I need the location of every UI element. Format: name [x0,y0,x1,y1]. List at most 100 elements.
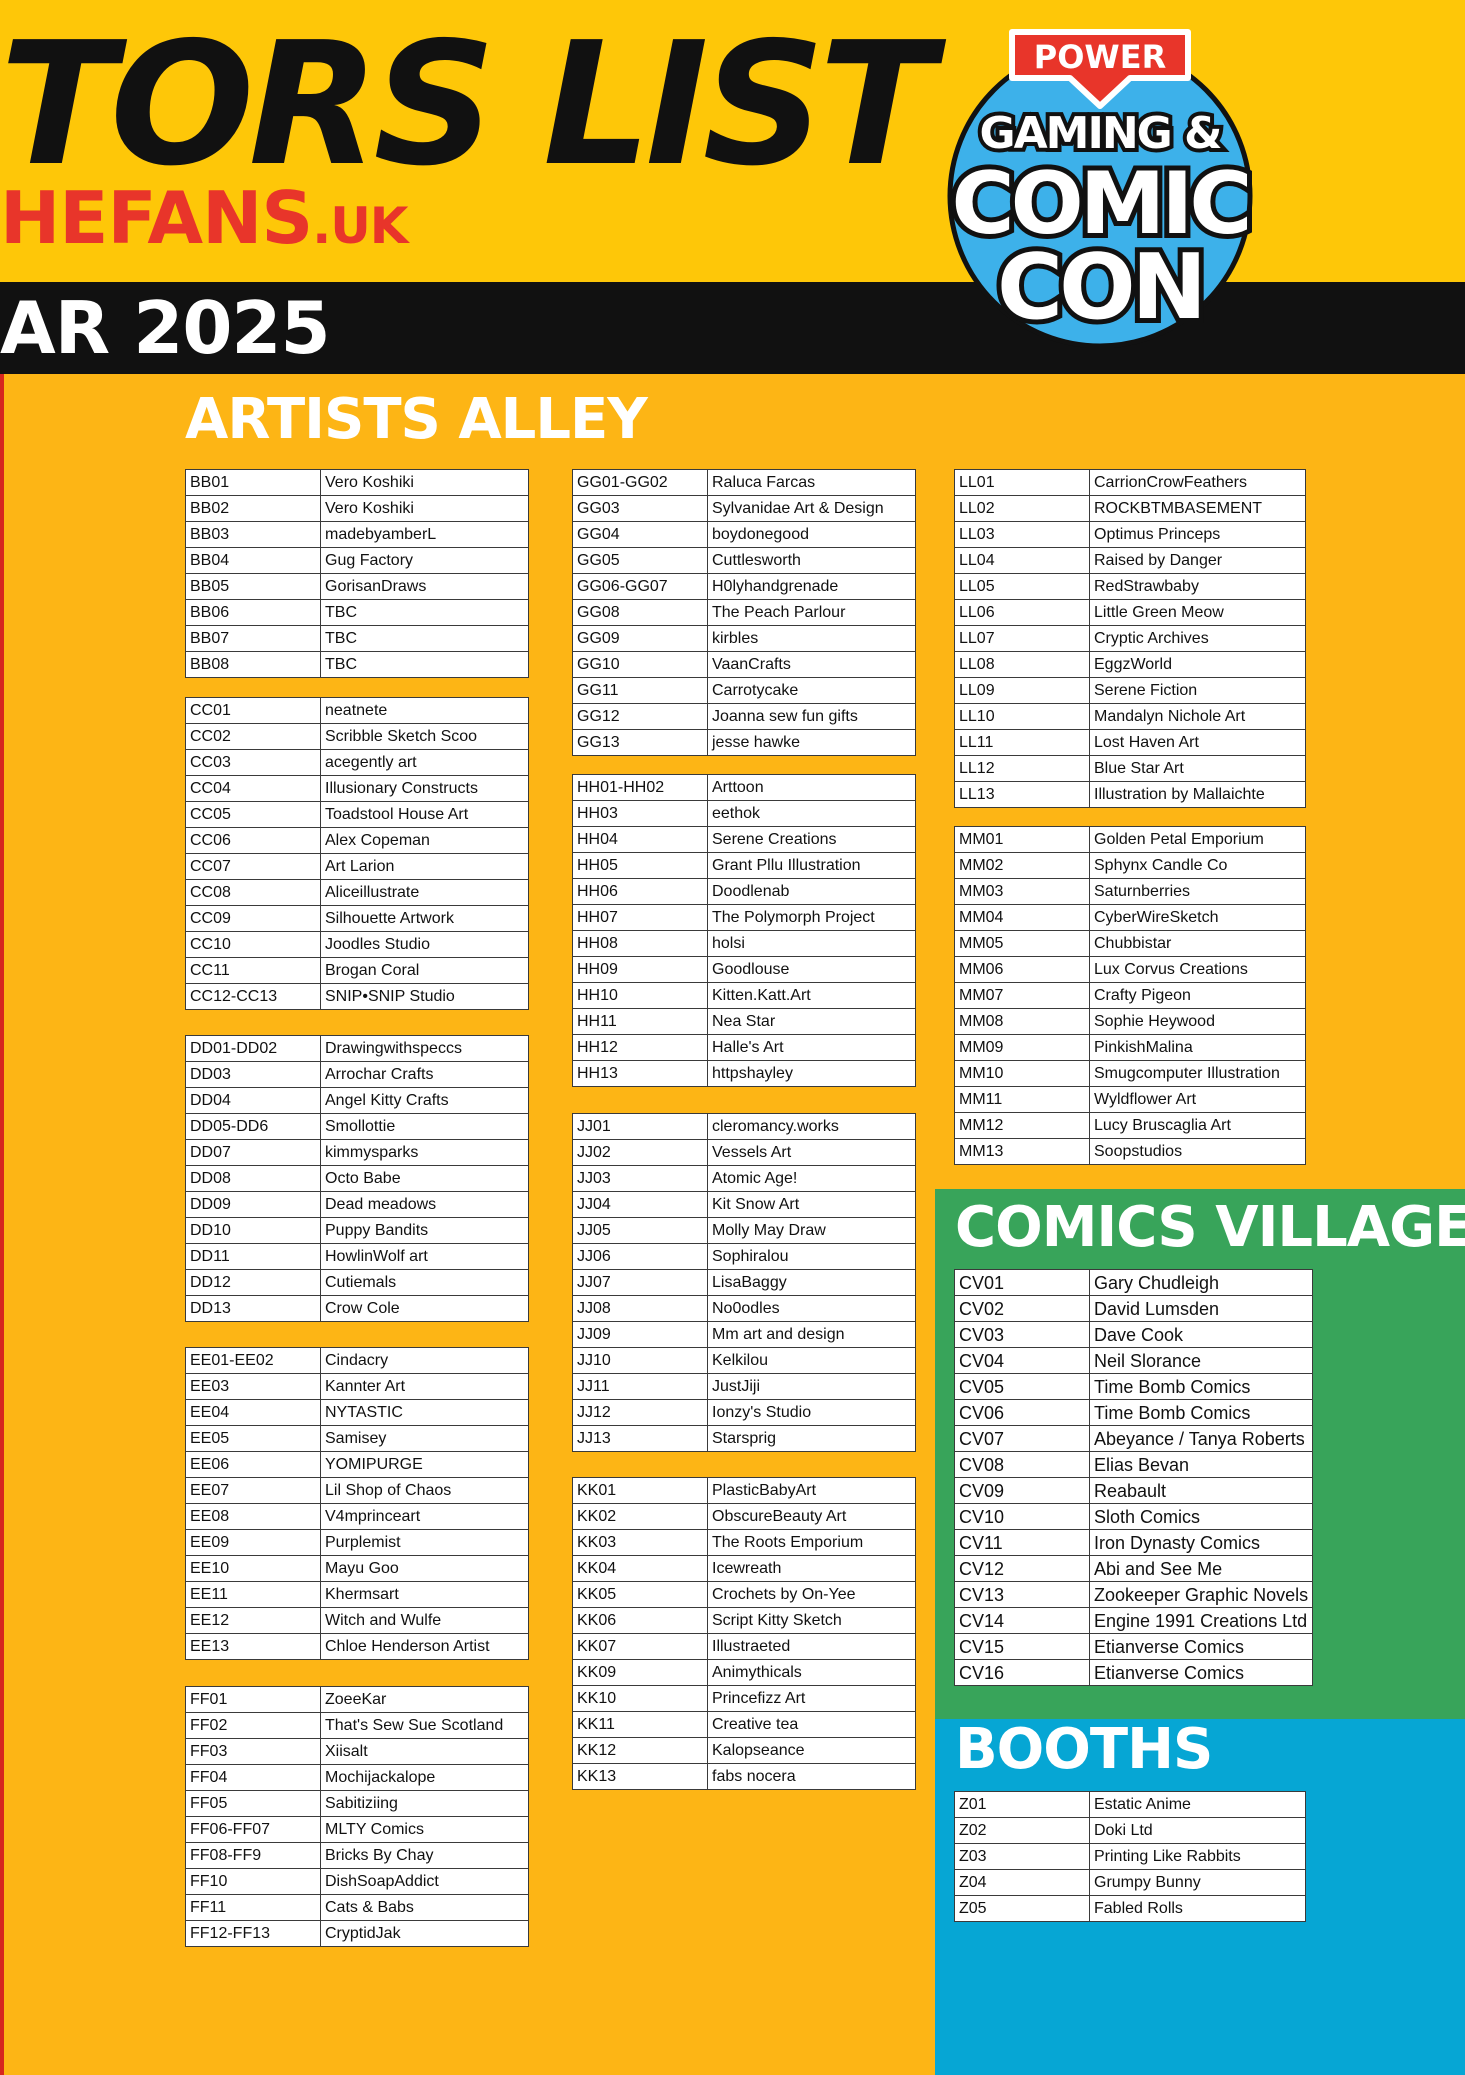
table-row: JJ03 Atomic Age! [572,1165,916,1192]
table-row: DD11 HowlinWolf art [185,1243,529,1270]
exhibitor-name: Engine 1991 Creations Ltd [1088,1607,1314,1634]
exhibitor-name: LisaBaggy [707,1269,916,1296]
exhibitor-name: Mm art and design [707,1321,916,1348]
table-row: HH13 httpshayley [572,1060,916,1087]
exhibitor-name: Serene Fiction [1089,677,1306,704]
exhibitor-name: Atomic Age! [707,1165,916,1192]
exhibitor-name: Toadstool House Art [320,801,529,828]
stand-code: LL06 [954,599,1090,626]
stand-code: FF01 [185,1686,321,1713]
date-strip: AR 2025 [0,282,1465,374]
stand-code: EE11 [185,1581,321,1608]
exhibitor-name: Crochets by On-Yee [707,1581,916,1608]
exhibitor-name: ObscureBeauty Art [707,1503,916,1530]
exhibitor-name: Xiisalt [320,1738,529,1765]
exhibitor-name: boydonegood [707,521,916,548]
stand-code: EE06 [185,1451,321,1478]
exhibitor-name: Grumpy Bunny [1089,1869,1306,1896]
table-row: LL13 Illustration by Mallaichte [954,781,1306,808]
stand-code: BB02 [185,495,321,522]
exhibitor-name: NYTASTIC [320,1399,529,1426]
table-row: HH04 Serene Creations [572,826,916,853]
table-row: CC08 Aliceillustrate [185,879,529,906]
table-row: KK13 fabs nocera [572,1763,916,1790]
stand-code: DD04 [185,1087,321,1114]
table-row: GG10 VaanCrafts [572,651,916,678]
stand-code: LL11 [954,729,1090,756]
stand-code: HH12 [572,1034,708,1061]
exhibitor-name: Arrochar Crafts [320,1061,529,1088]
stand-code: CV12 [954,1555,1090,1582]
stand-code: KK07 [572,1633,708,1660]
table-row: FF03 Xiisalt [185,1738,529,1765]
stand-code: KK01 [572,1477,708,1504]
stand-code: BB04 [185,547,321,574]
stand-code: Z02 [954,1817,1090,1844]
table-row: MM08 Sophie Heywood [954,1008,1306,1035]
stand-code: HH06 [572,878,708,905]
stand-code: GG06-GG07 [572,573,708,600]
stand-code: DD13 [185,1295,321,1322]
table-row: BB08 TBC [185,651,529,678]
exhibitor-name: Time Bomb Comics [1088,1399,1314,1426]
table-row: BB07 TBC [185,625,529,652]
artists-table-ff: FF01 ZoeeKar FF02 That's Sew Sue Scotland FF… [185,1686,529,1947]
table-row: DD10 Puppy Bandits [185,1217,529,1244]
stand-code: MM05 [954,930,1090,957]
table-row: CV14 Engine 1991 Creations Ltd [954,1607,1314,1634]
stand-code: LL01 [954,469,1090,496]
table-row: EE06 YOMIPURGE [185,1451,529,1478]
exhibitor-name: Sophie Heywood [1089,1008,1306,1035]
table-row: FF02 That's Sew Sue Scotland [185,1712,529,1739]
table-row: LL05 RedStrawbaby [954,573,1306,600]
exhibitor-name: TBC [320,651,529,678]
stand-code: Z01 [954,1791,1090,1818]
exhibitor-name: GorisanDraws [320,573,529,600]
stand-code: LL07 [954,625,1090,652]
table-row: MM04 CyberWireSketch [954,904,1306,931]
exhibitor-name: PinkishMalina [1089,1034,1306,1061]
stand-code: GG05 [572,547,708,574]
exhibitor-name: Serene Creations [707,826,916,853]
website-url-main: HEFANS [0,176,313,260]
exhibitor-name: CyberWireSketch [1089,904,1306,931]
exhibitor-name: Illustraeted [707,1633,916,1660]
exhibitor-name: Etianverse Comics [1088,1659,1314,1686]
table-row: CC05 Toadstool House Art [185,801,529,828]
stand-code: CV10 [954,1503,1090,1530]
comics-village-title: COMICS VILLAGE [955,1195,1465,1260]
exhibitor-name: Script Kitty Sketch [707,1607,916,1634]
stand-code: GG01-GG02 [572,469,708,496]
stand-code: LL05 [954,573,1090,600]
stand-code: LL02 [954,495,1090,522]
logo-banner-text: POWER [1034,38,1166,76]
table-row: MM10 Smugcomputer Illustration [954,1060,1306,1087]
stand-code: HH13 [572,1060,708,1087]
table-row: MM05 Chubbistar [954,930,1306,957]
table-row: Z05 Fabled Rolls [954,1895,1306,1922]
table-row: MM11 Wyldflower Art [954,1086,1306,1113]
table-row: MM13 Soopstudios [954,1138,1306,1165]
exhibitor-name: Angel Kitty Crafts [320,1087,529,1114]
stand-code: DD10 [185,1217,321,1244]
table-row: LL01 CarrionCrowFeathers [954,469,1306,496]
stand-code: BB08 [185,651,321,678]
stand-code: CC12-CC13 [185,983,321,1010]
exhibitor-name: Molly May Draw [707,1217,916,1244]
exhibitor-name: madebyamberL [320,521,529,548]
stand-code: MM11 [954,1086,1090,1113]
table-row: MM02 Sphynx Candle Co [954,852,1306,879]
stand-code: CV14 [954,1607,1090,1634]
stand-code: CC11 [185,957,321,984]
stand-code: EE04 [185,1399,321,1426]
artists-table-dd: DD01-DD02 Drawingwithspeccs DD03 Arrochar C… [185,1035,529,1322]
table-row: BB01 Vero Koshiki [185,469,529,496]
exhibitor-name: Dave Cook [1088,1321,1314,1348]
stand-code: LL12 [954,755,1090,782]
stand-code: KK10 [572,1685,708,1712]
exhibitor-name: Starsprig [707,1425,916,1452]
exhibitor-name: DishSoapAddict [320,1868,529,1895]
exhibitor-name: Icewreath [707,1555,916,1582]
stand-code: LL04 [954,547,1090,574]
table-row: CC12-CC13 SNIP•SNIP Studio [185,983,529,1010]
